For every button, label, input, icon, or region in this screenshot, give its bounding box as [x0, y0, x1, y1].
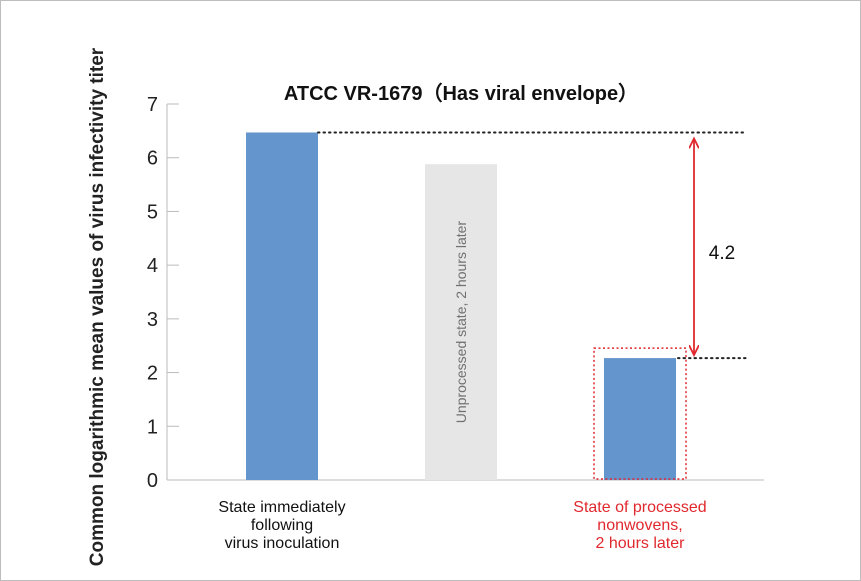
category-label-3: State of processed	[573, 499, 706, 516]
bar-2	[425, 164, 497, 480]
category-label-3: 2 hours later	[596, 535, 686, 552]
bars: Unprocessed state, 2 hours later	[246, 132, 676, 480]
highlight-box	[593, 347, 687, 480]
bar-3	[604, 358, 676, 480]
bar-1	[246, 132, 318, 480]
y-tick-label: 4	[147, 255, 158, 277]
bar-2-label: Unprocessed state, 2 hours later	[453, 221, 469, 424]
y-axis-label: Common logarithmic mean values of virus …	[87, 47, 108, 566]
y-ticks: 0 1 2 3 4 5 6 7	[147, 94, 179, 492]
y-tick-label: 5	[147, 201, 158, 223]
reduction-label: 4.2	[709, 243, 735, 264]
category-label-3: nonwovens,	[597, 517, 682, 534]
y-tick-label: 1	[147, 416, 158, 438]
category-label-1: virus inoculation	[225, 535, 340, 552]
y-tick-label: 0	[147, 470, 158, 492]
y-tick-label: 3	[147, 309, 158, 331]
category-label-1: State immediately	[218, 499, 345, 516]
category-label-1: following	[251, 517, 313, 534]
y-tick-label: 6	[147, 148, 158, 170]
y-tick-label: 7	[147, 94, 158, 116]
annotations: 4.2	[317, 131, 747, 480]
y-tick-label: 2	[147, 363, 158, 385]
chart-title: ATCC VR-1679（Has viral envelope）	[284, 82, 638, 105]
